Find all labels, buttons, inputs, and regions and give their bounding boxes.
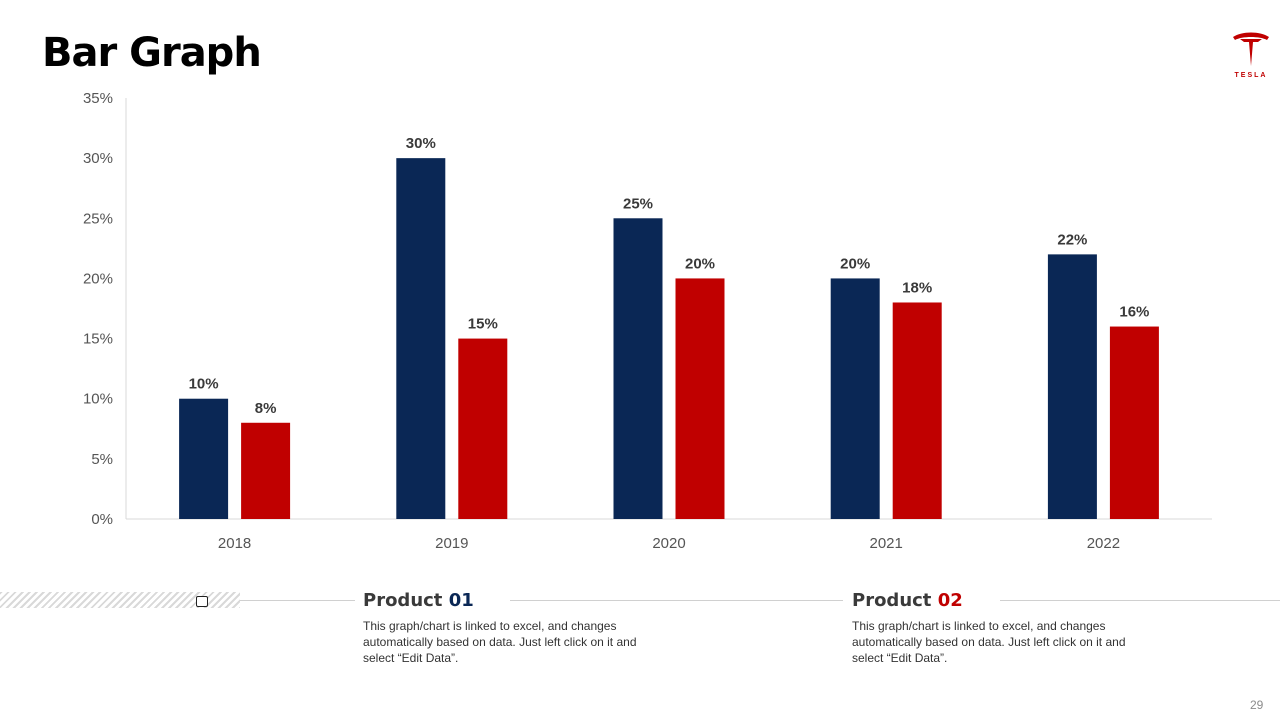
y-tick-label: 5%	[91, 451, 113, 468]
product-02-label: Product	[852, 590, 932, 611]
data-label: 30%	[406, 135, 436, 152]
bar-product-02-2022	[1109, 326, 1159, 519]
bar-product-02-2020	[675, 278, 725, 519]
data-label: 18%	[902, 279, 932, 296]
product-01-number: 01	[448, 590, 474, 611]
bar-product-01-2019	[396, 158, 446, 519]
data-label: 22%	[1057, 231, 1087, 248]
y-tick-label: 10%	[83, 391, 113, 408]
bar-product-02-2018	[241, 422, 291, 519]
x-tick-label: 2021	[870, 535, 903, 552]
checkbox-icon	[196, 596, 208, 607]
y-tick-label: 15%	[83, 331, 113, 348]
bar-product-01-2021	[830, 278, 880, 519]
bar-product-02-2021	[892, 302, 942, 519]
page-number: 29	[1250, 698, 1264, 712]
product-02-heading: Product 02	[852, 590, 967, 611]
y-tick-label: 30%	[83, 150, 113, 167]
data-label: 15%	[468, 316, 498, 333]
x-tick-label: 2020	[652, 535, 685, 552]
x-tick-label: 2019	[435, 535, 468, 552]
logo-wordmark: TESLA	[1234, 72, 1268, 79]
bar-product-02-2019	[458, 338, 508, 519]
data-label: 25%	[623, 195, 653, 212]
tesla-logo-icon	[1233, 32, 1269, 66]
data-label: 10%	[189, 376, 219, 393]
product-02-description: This graph/chart is linked to excel, and…	[852, 619, 1126, 665]
x-tick-label: 2022	[1087, 535, 1120, 552]
data-label: 20%	[685, 255, 715, 272]
bar-product-01-2022	[1047, 254, 1097, 519]
page-title: Bar Graph	[42, 30, 262, 76]
data-label: 20%	[840, 255, 870, 272]
bar-chart: 0% 5% 10% 15% 20% 25% 30% 35% 10% 8% 2018 30% 15% 201…	[83, 90, 1212, 552]
product-01-label: Product	[363, 590, 443, 611]
decorative-hatch-bar	[0, 592, 240, 608]
x-tick-label: 2018	[218, 535, 251, 552]
product-01-block: Product 01 This graph/chart is linked to…	[363, 590, 663, 666]
y-tick-label: 25%	[83, 210, 113, 227]
product-02-block: Product 02 This graph/chart is linked to…	[852, 590, 1152, 666]
data-label: 8%	[255, 400, 277, 417]
product-02-number: 02	[937, 590, 963, 611]
bar-product-01-2020	[613, 218, 663, 520]
product-01-description: This graph/chart is linked to excel, and…	[363, 619, 637, 665]
y-tick-label: 0%	[91, 511, 113, 528]
y-tick-label: 35%	[83, 90, 113, 107]
divider-line	[240, 600, 355, 601]
divider-line	[510, 600, 843, 601]
product-01-heading: Product 01	[363, 590, 478, 611]
divider-line	[1000, 600, 1280, 601]
bar-product-01-2018	[179, 398, 229, 519]
y-tick-label: 20%	[83, 270, 113, 287]
data-label: 16%	[1119, 304, 1149, 321]
